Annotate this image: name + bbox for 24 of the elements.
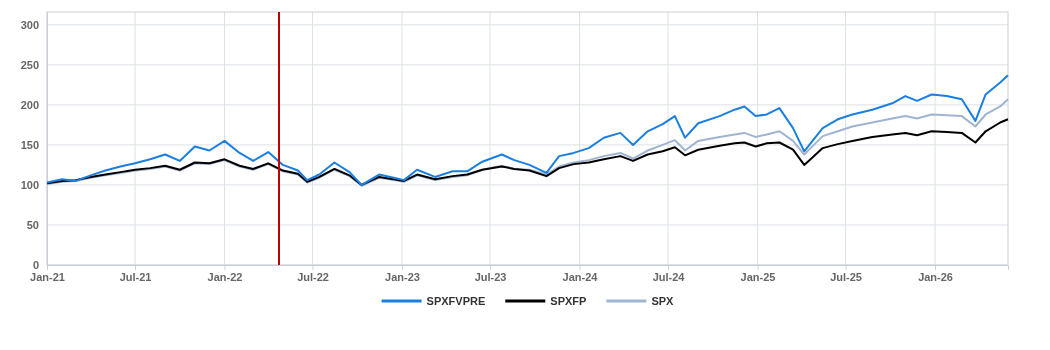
y-tick-label: 0 [32, 259, 39, 272]
line-series [46, 118, 1009, 186]
x-tick-label: Jan-21 [30, 270, 65, 283]
x-tick-label: Jan-26 [918, 270, 953, 283]
y-tick-label: 50 [26, 218, 39, 231]
x-tick-label: Jul-24 [652, 270, 686, 283]
x-tick-label: Jul-25 [830, 270, 862, 283]
y-tick-label: 150 [20, 138, 39, 151]
legend-label: SPX [651, 295, 675, 307]
y-tick-label: 200 [20, 98, 39, 111]
legend-label: SPXFP [550, 295, 587, 307]
x-tick-label: Jan-25 [740, 270, 776, 283]
x-tick-label: Jan-22 [207, 270, 243, 283]
x-tick-label: Jul-21 [119, 270, 152, 283]
y-tick-label: 250 [20, 58, 39, 71]
x-tick-label: Jan-23 [385, 270, 420, 283]
line-series [46, 98, 1009, 187]
line-series [46, 74, 1009, 186]
y-tick-label: 300 [20, 18, 39, 31]
legend-label: SPXFVPRE [426, 295, 486, 307]
x-tick-label: Jul-23 [474, 270, 507, 283]
x-tick-label: Jan-24 [562, 270, 599, 283]
x-tick-label: Jul-22 [297, 270, 329, 283]
y-tick-label: 100 [20, 178, 39, 191]
